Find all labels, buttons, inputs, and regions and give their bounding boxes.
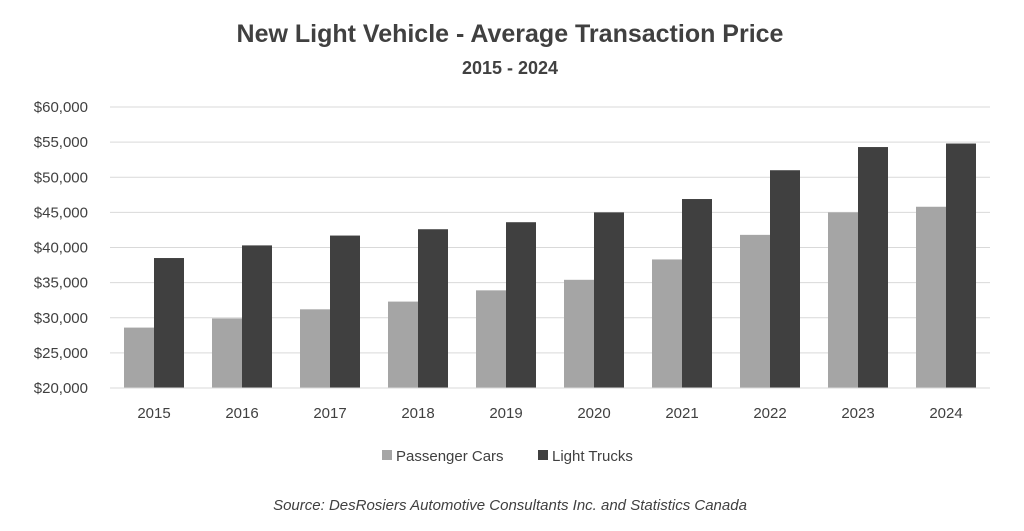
y-tick-label: $35,000 [34,275,88,292]
bar-passenger-cars-2018 [388,301,418,388]
legend: Passenger Cars Light Trucks [382,448,633,465]
y-axis-tick-labels: $20,000 $25,000 $30,000 $35,000 $40,000 $45,0… [34,99,88,397]
bar-passenger-cars-2016 [212,318,242,388]
x-tick-label: 2016 [225,405,258,422]
x-tick-label: 2021 [665,405,698,422]
y-tick-label: $30,000 [34,310,88,327]
bar-light-trucks-2021 [682,199,712,388]
y-tick-label: $50,000 [34,169,88,186]
bar-passenger-cars-2015 [124,327,154,388]
bar-light-trucks-2017 [330,235,360,388]
y-tick-label: $45,000 [34,204,88,221]
x-tick-label: 2022 [753,405,786,422]
bar-passenger-cars-2022 [740,234,770,388]
x-tick-label: 2023 [841,405,874,422]
legend-swatch [382,450,392,460]
bar-passenger-cars-2024 [916,206,946,388]
bar-light-trucks-2020 [594,212,624,388]
x-axis-tick-labels: 2015 2016 2017 2018 2019 2020 2021 2022 2023 2024 [137,405,962,422]
bar-light-trucks-2024 [946,143,976,388]
chart-subtitle: 2015 - 2024 [462,58,558,78]
y-tick-label: $60,000 [34,99,88,116]
bar-passenger-cars-2021 [652,259,682,388]
bar-light-trucks-2018 [418,229,448,388]
bar-passenger-cars-2019 [476,290,506,388]
chart-title: New Light Vehicle - Average Transaction … [237,20,784,48]
x-tick-label: 2020 [577,405,610,422]
x-tick-label: 2017 [313,405,346,422]
x-tick-label: 2019 [489,405,522,422]
source-note: Source: DesRosiers Automotive Consultant… [273,497,747,514]
bar-light-trucks-2022 [770,170,800,388]
y-tick-label: $25,000 [34,345,88,362]
bar-light-trucks-2015 [154,258,184,388]
x-tick-label: 2024 [929,405,962,422]
bar-light-trucks-2016 [242,245,272,388]
bar-passenger-cars-2023 [828,212,858,388]
bar-passenger-cars-2017 [300,309,330,388]
bar-passenger-cars-2020 [564,279,594,388]
x-tick-label: 2015 [137,405,170,422]
legend-label: Light Trucks [552,448,633,465]
bars [124,143,976,388]
bar-light-trucks-2023 [858,147,888,388]
y-tick-label: $40,000 [34,240,88,257]
legend-swatch [538,450,548,460]
y-tick-label: $55,000 [34,134,88,151]
legend-label: Passenger Cars [396,448,504,465]
y-tick-label: $20,000 [34,380,88,397]
bar-light-trucks-2019 [506,222,536,388]
x-tick-label: 2018 [401,405,434,422]
